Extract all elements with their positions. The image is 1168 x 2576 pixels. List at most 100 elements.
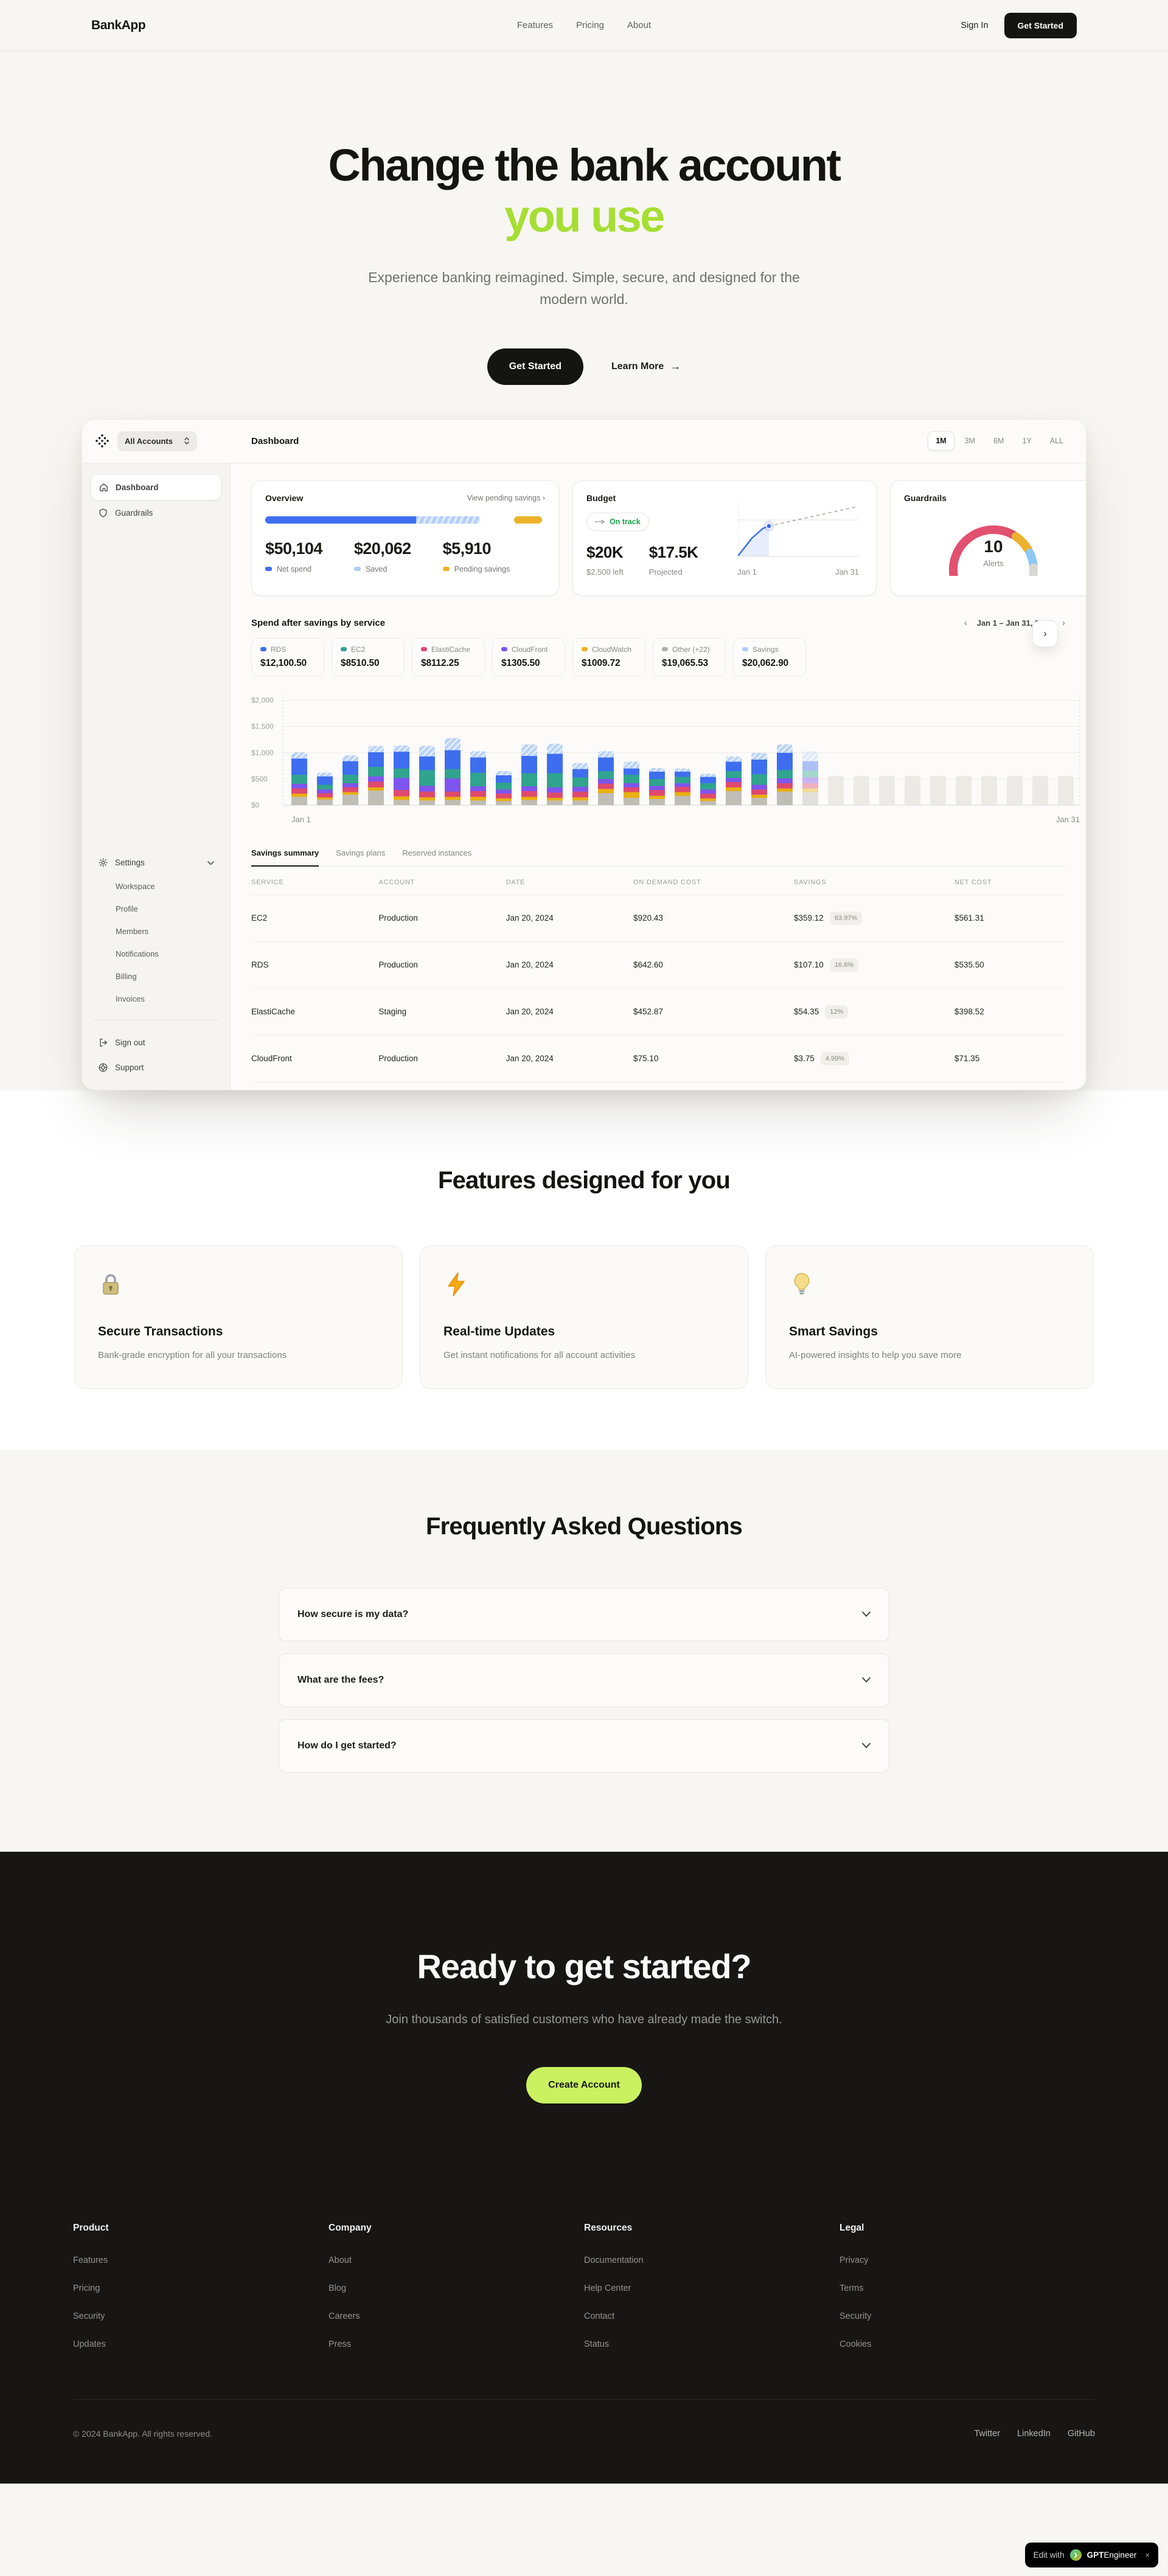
gear-icon [99, 857, 108, 867]
chip-value: $1009.72 [582, 657, 620, 668]
hero-subtitle: Experience banking reimagined. Simple, s… [368, 269, 800, 307]
sidebar-item-sign-out[interactable]: Sign out [91, 1030, 221, 1055]
footer-link-privacy[interactable]: Privacy [839, 2255, 869, 2265]
footer-column-title: Company [328, 2222, 372, 2233]
table-row[interactable]: EC2 Production Jan 20, 2024 $920.43 $359.12 6… [251, 895, 1065, 942]
dashboard-page-title: Dashboard [251, 435, 299, 446]
sidebar-subitem-notifications[interactable]: Notifications [116, 949, 159, 958]
nav-link-features[interactable]: Features [516, 20, 554, 30]
sidebar-item-label: Support [115, 1062, 144, 1072]
sidebar-item-label: Guardrails [115, 508, 153, 518]
table-row[interactable]: RDS Production Jan 20, 2024 $642.60 $107.10 1… [251, 942, 1065, 989]
range-button-1y[interactable]: 1Y [1022, 437, 1032, 445]
footer-link-security[interactable]: Security [73, 2311, 105, 2321]
sidebar-item-guardrails[interactable]: Guardrails [91, 500, 221, 525]
faq-section: Frequently Asked Questions How secure is… [0, 1449, 1168, 1852]
sidebar-item-support[interactable]: Support [91, 1055, 221, 1080]
faq-question: How do I get started? [297, 1740, 397, 1751]
service-chip-savings[interactable]: Savings $20,062.90 [733, 637, 806, 676]
table-row[interactable]: CloudFront Production Jan 20, 2024 $75.10 $3… [251, 1036, 1065, 1082]
tab-savings-summary[interactable]: Savings summary [251, 848, 319, 867]
header-right: Sign In Get Started [961, 12, 1077, 38]
cell-net-cost: $535.50 [954, 960, 984, 969]
nav-link-pricing[interactable]: Pricing [576, 20, 604, 30]
service-chip-elasticache[interactable]: ElastiCache $8112.25 [412, 637, 485, 676]
service-chip-cloudfront[interactable]: CloudFront $1305.50 [492, 637, 565, 676]
lock-icon [103, 1273, 119, 1295]
chip-label-row: Other (+22) [662, 645, 717, 654]
learn-more-link[interactable]: Learn More → [611, 360, 681, 372]
tab-savings-plans[interactable]: Savings plans [336, 848, 386, 857]
range-button-3m[interactable]: 3M [964, 437, 976, 445]
range-button-1m[interactable]: 1M [928, 431, 954, 451]
faq-item[interactable]: How secure is my data? [279, 1587, 889, 1641]
sidebar-subitem-members[interactable]: Members [116, 926, 149, 936]
social-link-linkedin[interactable]: LinkedIn [1017, 2428, 1051, 2439]
features-section: Features designed for you Secure Transac… [0, 1090, 1168, 1450]
hero-get-started-button[interactable]: Get Started [487, 348, 583, 385]
footer-column-title: Legal [839, 2222, 864, 2233]
close-icon[interactable]: × [1145, 2550, 1150, 2560]
spend-stacked-bar-chart: $0 $500 $1,000 $1,500 $2,000 Jan 1 Jan 31 [251, 686, 1086, 834]
edit-with-gptengineer-badge[interactable]: Edit with ❯ GPTEngineer × [1024, 2543, 1158, 2567]
social-link-github[interactable]: GitHub [1067, 2428, 1095, 2439]
service-chip-other-22-[interactable]: Other (+22) $19,065.53 [653, 637, 726, 676]
date-next-button[interactable]: › [1062, 617, 1065, 628]
get-started-button[interactable]: Get Started [1004, 12, 1077, 38]
footer-link-terms[interactable]: Terms [839, 2283, 864, 2293]
range-button-all[interactable]: ALL [1049, 437, 1063, 445]
sidebar-subitem-billing[interactable]: Billing [116, 971, 137, 981]
sign-in-link[interactable]: Sign In [961, 20, 989, 30]
faq-list: How secure is my data? What are the fees?… [279, 1587, 889, 1773]
dashboard-sidebar: Dashboard Guardrails Settings Workspace Prof… [82, 463, 231, 1090]
footer-link-contact[interactable]: Contact [584, 2311, 614, 2321]
footer-link-pricing[interactable]: Pricing [73, 2283, 100, 2293]
service-chip-rds[interactable]: RDS $12,100.50 [251, 637, 324, 676]
chip-label: ElastiCache [431, 645, 471, 654]
sidebar-item-dashboard[interactable]: Dashboard [91, 474, 221, 500]
footer-link-security[interactable]: Security [839, 2311, 872, 2321]
chip-value: $20,062.90 [742, 657, 789, 668]
brand-logo[interactable]: BankApp [91, 18, 146, 32]
footer-link-documentation[interactable]: Documentation [584, 2255, 644, 2265]
guardrails-card: Guardrails 10 Alerts [890, 480, 1086, 596]
create-account-button[interactable]: Create Account [526, 2066, 642, 2103]
overview-stats: $50,104 Net spend $20,062 Saved $5,910 Pendin… [265, 539, 545, 573]
faq-item[interactable]: How do I get started? [279, 1719, 889, 1773]
faq-item[interactable]: What are the fees? [279, 1653, 889, 1707]
footer-link-updates[interactable]: Updates [73, 2339, 106, 2349]
sidebar-item-settings[interactable]: Settings [91, 850, 221, 875]
date-prev-button[interactable]: ‹ [964, 617, 967, 628]
sidebar-subitem-profile[interactable]: Profile [116, 904, 138, 913]
legend-dot-icon [265, 567, 272, 571]
footer-link-cookies[interactable]: Cookies [839, 2339, 872, 2349]
view-pending-savings-link[interactable]: View pending savings › [467, 493, 545, 502]
footer-link-help-center[interactable]: Help Center [584, 2283, 631, 2293]
sidebar-subitem-invoices[interactable]: Invoices [116, 994, 145, 1003]
home-icon [100, 483, 108, 491]
table-row[interactable]: ElastiCache Staging Jan 20, 2024 $452.87 $54… [251, 989, 1065, 1036]
cards-carousel-next-button[interactable]: › [1032, 620, 1058, 647]
footer-link-blog[interactable]: Blog [328, 2283, 347, 2293]
feature-card-secure-transactions: Secure Transactions Bank-grade encryption… [74, 1245, 403, 1389]
life-buoy-icon [99, 1063, 108, 1072]
service-chip-cloudwatch[interactable]: CloudWatch $1009.72 [572, 637, 645, 676]
feature-title: Real-time Updates [443, 1324, 555, 1338]
footer-link-about[interactable]: About [328, 2255, 352, 2265]
account-switcher[interactable]: All Accounts [117, 431, 197, 451]
footer-link-features[interactable]: Features [73, 2255, 108, 2265]
nav-link-about[interactable]: About [627, 20, 652, 30]
service-chip-ec2[interactable]: EC2 $8510.50 [332, 637, 405, 676]
footer-column-legal: Legal Privacy Terms Security Cookies [839, 2223, 1095, 2349]
legend-dot-icon [442, 567, 450, 571]
footer-link-status[interactable]: Status [584, 2339, 610, 2349]
footer-link-press[interactable]: Press [328, 2339, 352, 2349]
footer-link-careers[interactable]: Careers [328, 2311, 360, 2321]
cell-date: Jan 20, 2024 [506, 913, 554, 923]
footer-column-company: Company About Blog Careers Press [328, 2223, 584, 2349]
range-button-6m[interactable]: 6M [993, 437, 1004, 445]
sidebar-subitem-workspace[interactable]: Workspace [116, 881, 155, 891]
dashboard-mockup: All Accounts Dashboard 1M 3M 6M 1Y ALL Dashb… [82, 418, 1086, 1090]
tab-reserved-instances[interactable]: Reserved instances [402, 848, 472, 857]
social-link-twitter[interactable]: Twitter [974, 2428, 1001, 2439]
